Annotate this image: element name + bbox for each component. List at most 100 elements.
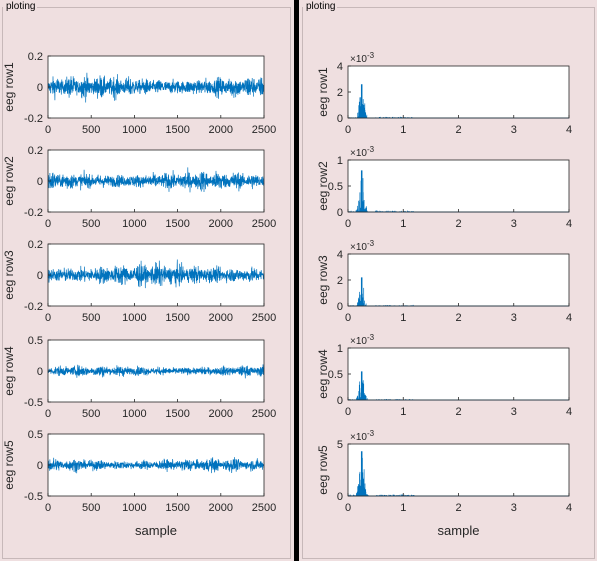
signal-line	[47, 259, 265, 289]
x-tick-label: 3	[511, 218, 517, 230]
subplot-row4: 1 0.5 00 1 2 3 4 ×10-3 eeg row4	[316, 333, 572, 418]
y-tick-label: 0.5	[328, 369, 343, 381]
signal-line	[47, 167, 265, 193]
x-tick-label: 0	[45, 502, 51, 514]
x-tick-label: 4	[566, 312, 572, 324]
plot-area	[348, 66, 569, 118]
x-tick-label: 2	[455, 312, 461, 324]
x-tick-label: 1000	[122, 124, 146, 136]
y-axis-label: eeg row3	[316, 255, 330, 305]
plot-area	[348, 254, 569, 306]
x-tick-label: 2000	[209, 312, 233, 324]
x-axis-label: sample	[438, 523, 480, 538]
y-axis-label: eeg row2	[316, 161, 330, 211]
y-tick-label: 0.2	[28, 51, 43, 63]
y-tick-label: 0	[37, 460, 43, 472]
y-axis-label: eeg row3	[2, 250, 16, 300]
y-tick-label: 2	[337, 275, 343, 287]
x-tick-label: 1500	[165, 502, 189, 514]
subplot-row1: 4 2 00 1 2 3 4 ×10-3 eeg row1	[316, 51, 572, 136]
y-tick-label: 0	[337, 207, 343, 219]
x-tick-label: 2000	[209, 502, 233, 514]
x-tick-label: 0	[345, 312, 351, 324]
y-tick-label: 5	[337, 439, 343, 451]
subplot-row3: 4 2 00 1 2 3 4 ×10-3 eeg row3	[316, 239, 572, 324]
left-plot-panel: ploting 0.2 0 -0.2 0 500 1000 1500 2000 2500 eeg …	[0, 0, 293, 561]
exponent-label: ×10-3	[350, 429, 375, 443]
x-tick-label: 500	[82, 408, 100, 420]
y-tick-label: 0	[37, 270, 43, 282]
y-tick-label: 0	[337, 395, 343, 407]
exponent-label: ×10-3	[350, 145, 375, 159]
y-tick-label: -0.2	[24, 301, 43, 313]
subplot-row5: 5 00 1 2 3 4 ×10-3 eeg row5	[316, 429, 572, 514]
exponent-label: ×10-3	[350, 51, 375, 65]
x-tick-label: 500	[82, 218, 100, 230]
panel-frame	[2, 7, 291, 559]
x-tick-label: 3	[511, 124, 517, 136]
y-tick-label: 0	[337, 113, 343, 125]
y-tick-label: 4	[337, 249, 343, 261]
y-tick-label: -0.2	[24, 207, 43, 219]
x-tick-label: 0	[45, 124, 51, 136]
y-axis-label: eeg row1	[2, 62, 16, 112]
x-tick-label: 4	[566, 218, 572, 230]
y-axis-label: eeg row4	[316, 349, 330, 399]
x-tick-label: 3	[511, 502, 517, 514]
signal-line	[47, 364, 265, 379]
x-tick-label: 0	[345, 406, 351, 418]
x-tick-label: 2500	[252, 408, 276, 420]
x-tick-label: 0	[45, 312, 51, 324]
x-tick-label: 2	[455, 406, 461, 418]
x-tick-label: 1500	[165, 124, 189, 136]
x-tick-label: 2	[455, 218, 461, 230]
signal-line	[47, 457, 265, 474]
y-axis-label: eeg row5	[2, 440, 16, 490]
exponent-value: -3	[367, 429, 375, 438]
exponent-value: -3	[367, 145, 375, 154]
x-tick-label: 2000	[209, 408, 233, 420]
x-tick-label: 4	[566, 124, 572, 136]
x-tick-label: 1000	[122, 502, 146, 514]
panel-frame	[302, 7, 595, 559]
y-tick-label: 0.5	[328, 181, 343, 193]
x-tick-label: 2500	[252, 312, 276, 324]
exponent-base: ×10	[350, 148, 367, 159]
x-tick-label: 1	[400, 124, 406, 136]
y-axis-label: eeg row1	[316, 67, 330, 117]
x-tick-label: 2500	[252, 502, 276, 514]
x-tick-label: 4	[566, 502, 572, 514]
exponent-value: -3	[367, 51, 375, 60]
y-tick-label: 1	[337, 343, 343, 355]
x-tick-label: 500	[82, 312, 100, 324]
x-axis-label: sample	[135, 523, 177, 538]
y-axis-label: eeg row4	[2, 346, 16, 396]
x-tick-label: 0	[345, 218, 351, 230]
y-tick-label: 0	[337, 301, 343, 313]
signal-line	[47, 72, 265, 103]
x-tick-label: 2000	[209, 218, 233, 230]
exponent-base: ×10	[350, 432, 367, 443]
x-tick-label: 1500	[165, 408, 189, 420]
x-tick-label: 4	[566, 406, 572, 418]
x-tick-label: 2000	[209, 124, 233, 136]
exponent-base: ×10	[350, 54, 367, 65]
x-tick-label: 0	[45, 408, 51, 420]
x-tick-label: 2	[455, 124, 461, 136]
exponent-base: ×10	[350, 336, 367, 347]
x-tick-label: 2500	[252, 124, 276, 136]
panel-title: ploting	[304, 1, 338, 13]
x-tick-label: 2	[455, 502, 461, 514]
x-tick-label: 500	[82, 124, 100, 136]
x-tick-label: 1000	[122, 218, 146, 230]
x-tick-label: 0	[45, 218, 51, 230]
panel-divider[interactable]	[294, 0, 299, 561]
x-tick-label: 1000	[122, 408, 146, 420]
y-tick-label: 0	[37, 176, 43, 188]
exponent-label: ×10-3	[350, 333, 375, 347]
